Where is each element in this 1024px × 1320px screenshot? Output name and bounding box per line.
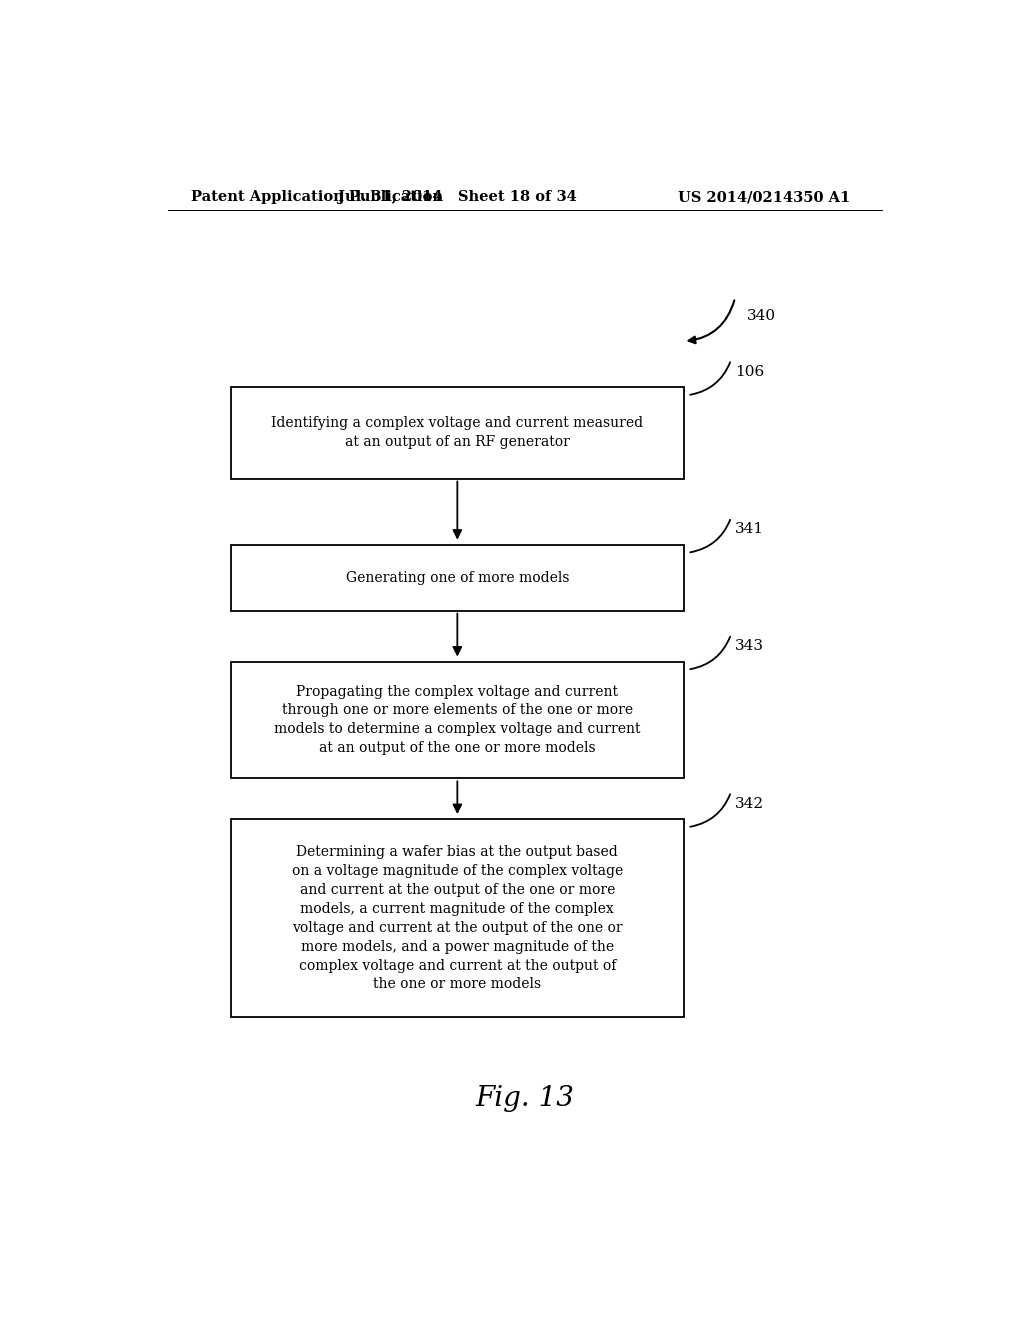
Text: Jul. 31, 2014   Sheet 18 of 34: Jul. 31, 2014 Sheet 18 of 34	[338, 190, 577, 205]
FancyArrowPatch shape	[690, 636, 730, 669]
FancyArrowPatch shape	[690, 795, 730, 826]
Text: Generating one of more models: Generating one of more models	[345, 570, 569, 585]
FancyBboxPatch shape	[231, 661, 684, 779]
Text: Identifying a complex voltage and current measured
at an output of an RF generat: Identifying a complex voltage and curren…	[271, 416, 643, 449]
Text: US 2014/0214350 A1: US 2014/0214350 A1	[678, 190, 850, 205]
Text: 342: 342	[735, 797, 764, 810]
FancyArrowPatch shape	[690, 520, 730, 552]
Text: 343: 343	[735, 639, 764, 653]
FancyArrowPatch shape	[690, 362, 730, 395]
FancyBboxPatch shape	[231, 818, 684, 1018]
Text: Propagating the complex voltage and current
through one or more elements of the : Propagating the complex voltage and curr…	[274, 685, 641, 755]
Text: Determining a wafer bias at the output based
on a voltage magnitude of the compl: Determining a wafer bias at the output b…	[292, 845, 623, 991]
Text: 340: 340	[748, 309, 776, 323]
Text: 341: 341	[735, 523, 764, 536]
Text: Fig. 13: Fig. 13	[475, 1085, 574, 1111]
FancyArrowPatch shape	[688, 301, 734, 343]
Text: 106: 106	[735, 364, 764, 379]
FancyBboxPatch shape	[231, 387, 684, 479]
Text: Patent Application Publication: Patent Application Publication	[191, 190, 443, 205]
FancyBboxPatch shape	[231, 545, 684, 611]
